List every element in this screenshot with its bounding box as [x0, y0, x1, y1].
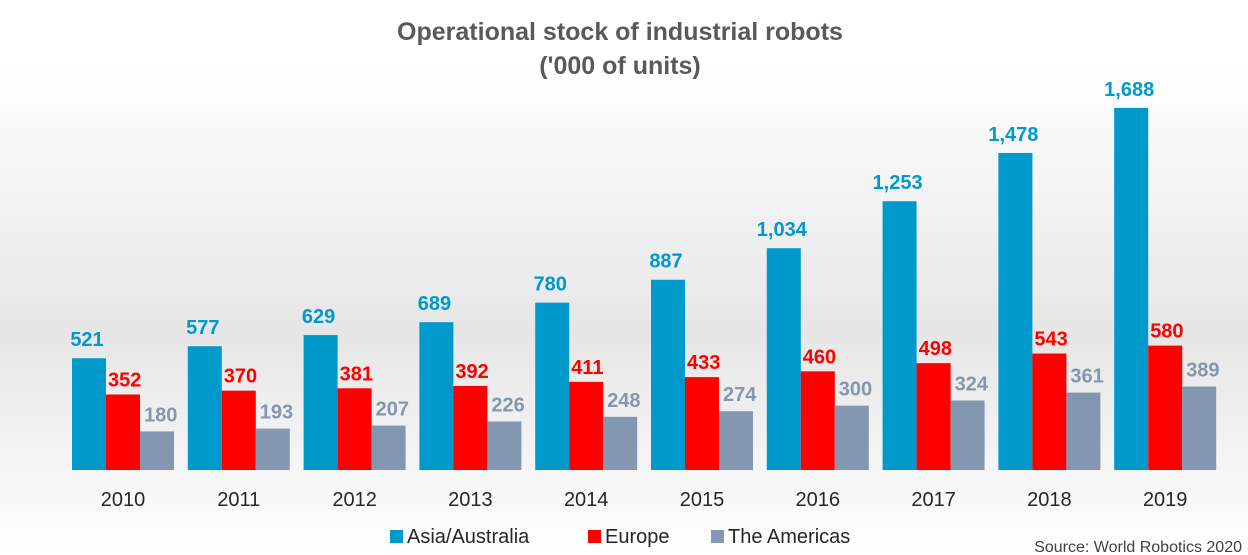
- bar-americas-2011: [255, 428, 290, 470]
- data-label-asia-2011: 577: [186, 317, 219, 339]
- data-label-europe-2013: 392: [455, 361, 488, 383]
- bar-americas-2014: [603, 416, 638, 470]
- data-label-americas-2018: 361: [1070, 366, 1103, 388]
- bar-asia-2019: [1114, 107, 1149, 470]
- bar-asia-2014: [535, 302, 570, 470]
- data-label-asia-2016: 1,034: [757, 219, 808, 241]
- data-label-europe-2018: 543: [1034, 329, 1067, 351]
- data-label-americas-2019: 389: [1186, 360, 1219, 382]
- bar-americas-2013: [487, 421, 522, 470]
- data-label-asia-2017: 1,253: [873, 172, 923, 194]
- bar-asia-2013: [419, 322, 454, 470]
- data-label-americas-2012: 207: [376, 399, 409, 421]
- legend-swatch-asia: [390, 530, 403, 543]
- bar-americas-2016: [834, 405, 869, 470]
- bar-europe-2013: [453, 385, 488, 470]
- data-label-asia-2015: 887: [649, 251, 682, 273]
- bar-europe-2016: [800, 371, 835, 470]
- data-label-americas-2014: 248: [607, 390, 640, 412]
- bar-europe-2011: [221, 390, 256, 470]
- bar-europe-2014: [569, 381, 604, 470]
- x-tick-2015: 2015: [680, 489, 725, 511]
- bar-europe-2015: [685, 377, 719, 470]
- legend: Asia/Australia Europe The Americas: [390, 526, 850, 548]
- data-label-asia-2012: 629: [302, 306, 335, 328]
- x-tick-2013: 2013: [448, 489, 493, 511]
- data-label-europe-2017: 498: [919, 338, 952, 360]
- x-tick-2014: 2014: [564, 489, 609, 511]
- bar-americas-2012: [371, 425, 406, 470]
- data-label-europe-2019: 580: [1150, 321, 1183, 343]
- x-tick-2012: 2012: [332, 489, 377, 511]
- data-label-asia-2014: 780: [534, 274, 567, 296]
- x-tick-2011: 2011: [217, 489, 260, 511]
- bar-europe-2010: [106, 394, 140, 470]
- x-tick-2016: 2016: [796, 489, 841, 511]
- bar-americas-2015: [719, 411, 753, 470]
- data-label-americas-2010: 180: [144, 404, 177, 426]
- data-label-americas-2013: 226: [491, 395, 524, 417]
- data-label-europe-2014: 411: [571, 357, 603, 379]
- chart-title: Operational stock of industrial robots: [397, 18, 843, 46]
- chart-subtitle: ('000 of units): [539, 52, 701, 80]
- data-label-europe-2011: 370: [224, 366, 257, 388]
- bar-europe-2018: [1032, 353, 1067, 470]
- data-label-americas-2015: 274: [723, 384, 757, 406]
- legend-label-europe: Europe: [605, 526, 670, 548]
- data-label-europe-2016: 460: [803, 346, 836, 368]
- bar-americas-2019: [1182, 386, 1217, 470]
- data-label-asia-2019: 1,688: [1104, 79, 1154, 101]
- legend-label-asia: Asia/Australia: [407, 526, 530, 548]
- data-label-europe-2010: 352: [108, 369, 141, 391]
- data-label-europe-2015: 433: [687, 352, 720, 374]
- data-label-asia-2013: 689: [418, 293, 451, 315]
- data-label-americas-2017: 324: [955, 374, 989, 396]
- bars-group: [72, 107, 1217, 470]
- data-label-americas-2011: 193: [260, 402, 293, 424]
- data-label-americas-2016: 300: [839, 379, 872, 401]
- bar-americas-2017: [950, 400, 985, 470]
- bar-europe-2017: [916, 363, 951, 470]
- bar-europe-2012: [337, 388, 372, 470]
- data-label-asia-2010: 521: [70, 329, 103, 351]
- bar-asia-2018: [998, 152, 1033, 470]
- x-tick-2010: 2010: [101, 489, 146, 511]
- bar-asia-2017: [882, 201, 917, 470]
- bar-asia-2011: [187, 346, 222, 470]
- x-tick-2019: 2019: [1143, 489, 1188, 511]
- data-label-asia-2018: 1,478: [988, 124, 1038, 146]
- bar-europe-2019: [1148, 345, 1183, 470]
- x-axis-ticks: 2010 2011 2012 2013 2014 2015 2016 2017 2018 2019: [101, 489, 1188, 511]
- bar-asia-2016: [766, 248, 801, 470]
- bar-asia-2015: [651, 279, 685, 470]
- legend-swatch-americas: [711, 530, 724, 543]
- source-note: Source: World Robotics 2020: [1034, 539, 1242, 555]
- bar-americas-2010: [140, 431, 174, 470]
- legend-label-americas: The Americas: [728, 526, 850, 548]
- bar-americas-2018: [1066, 392, 1101, 470]
- bar-asia-2010: [72, 358, 106, 470]
- x-tick-2018: 2018: [1027, 489, 1072, 511]
- bar-asia-2012: [303, 335, 338, 470]
- x-tick-2017: 2017: [911, 489, 956, 511]
- legend-swatch-europe: [588, 530, 601, 543]
- data-label-europe-2012: 381: [340, 363, 373, 385]
